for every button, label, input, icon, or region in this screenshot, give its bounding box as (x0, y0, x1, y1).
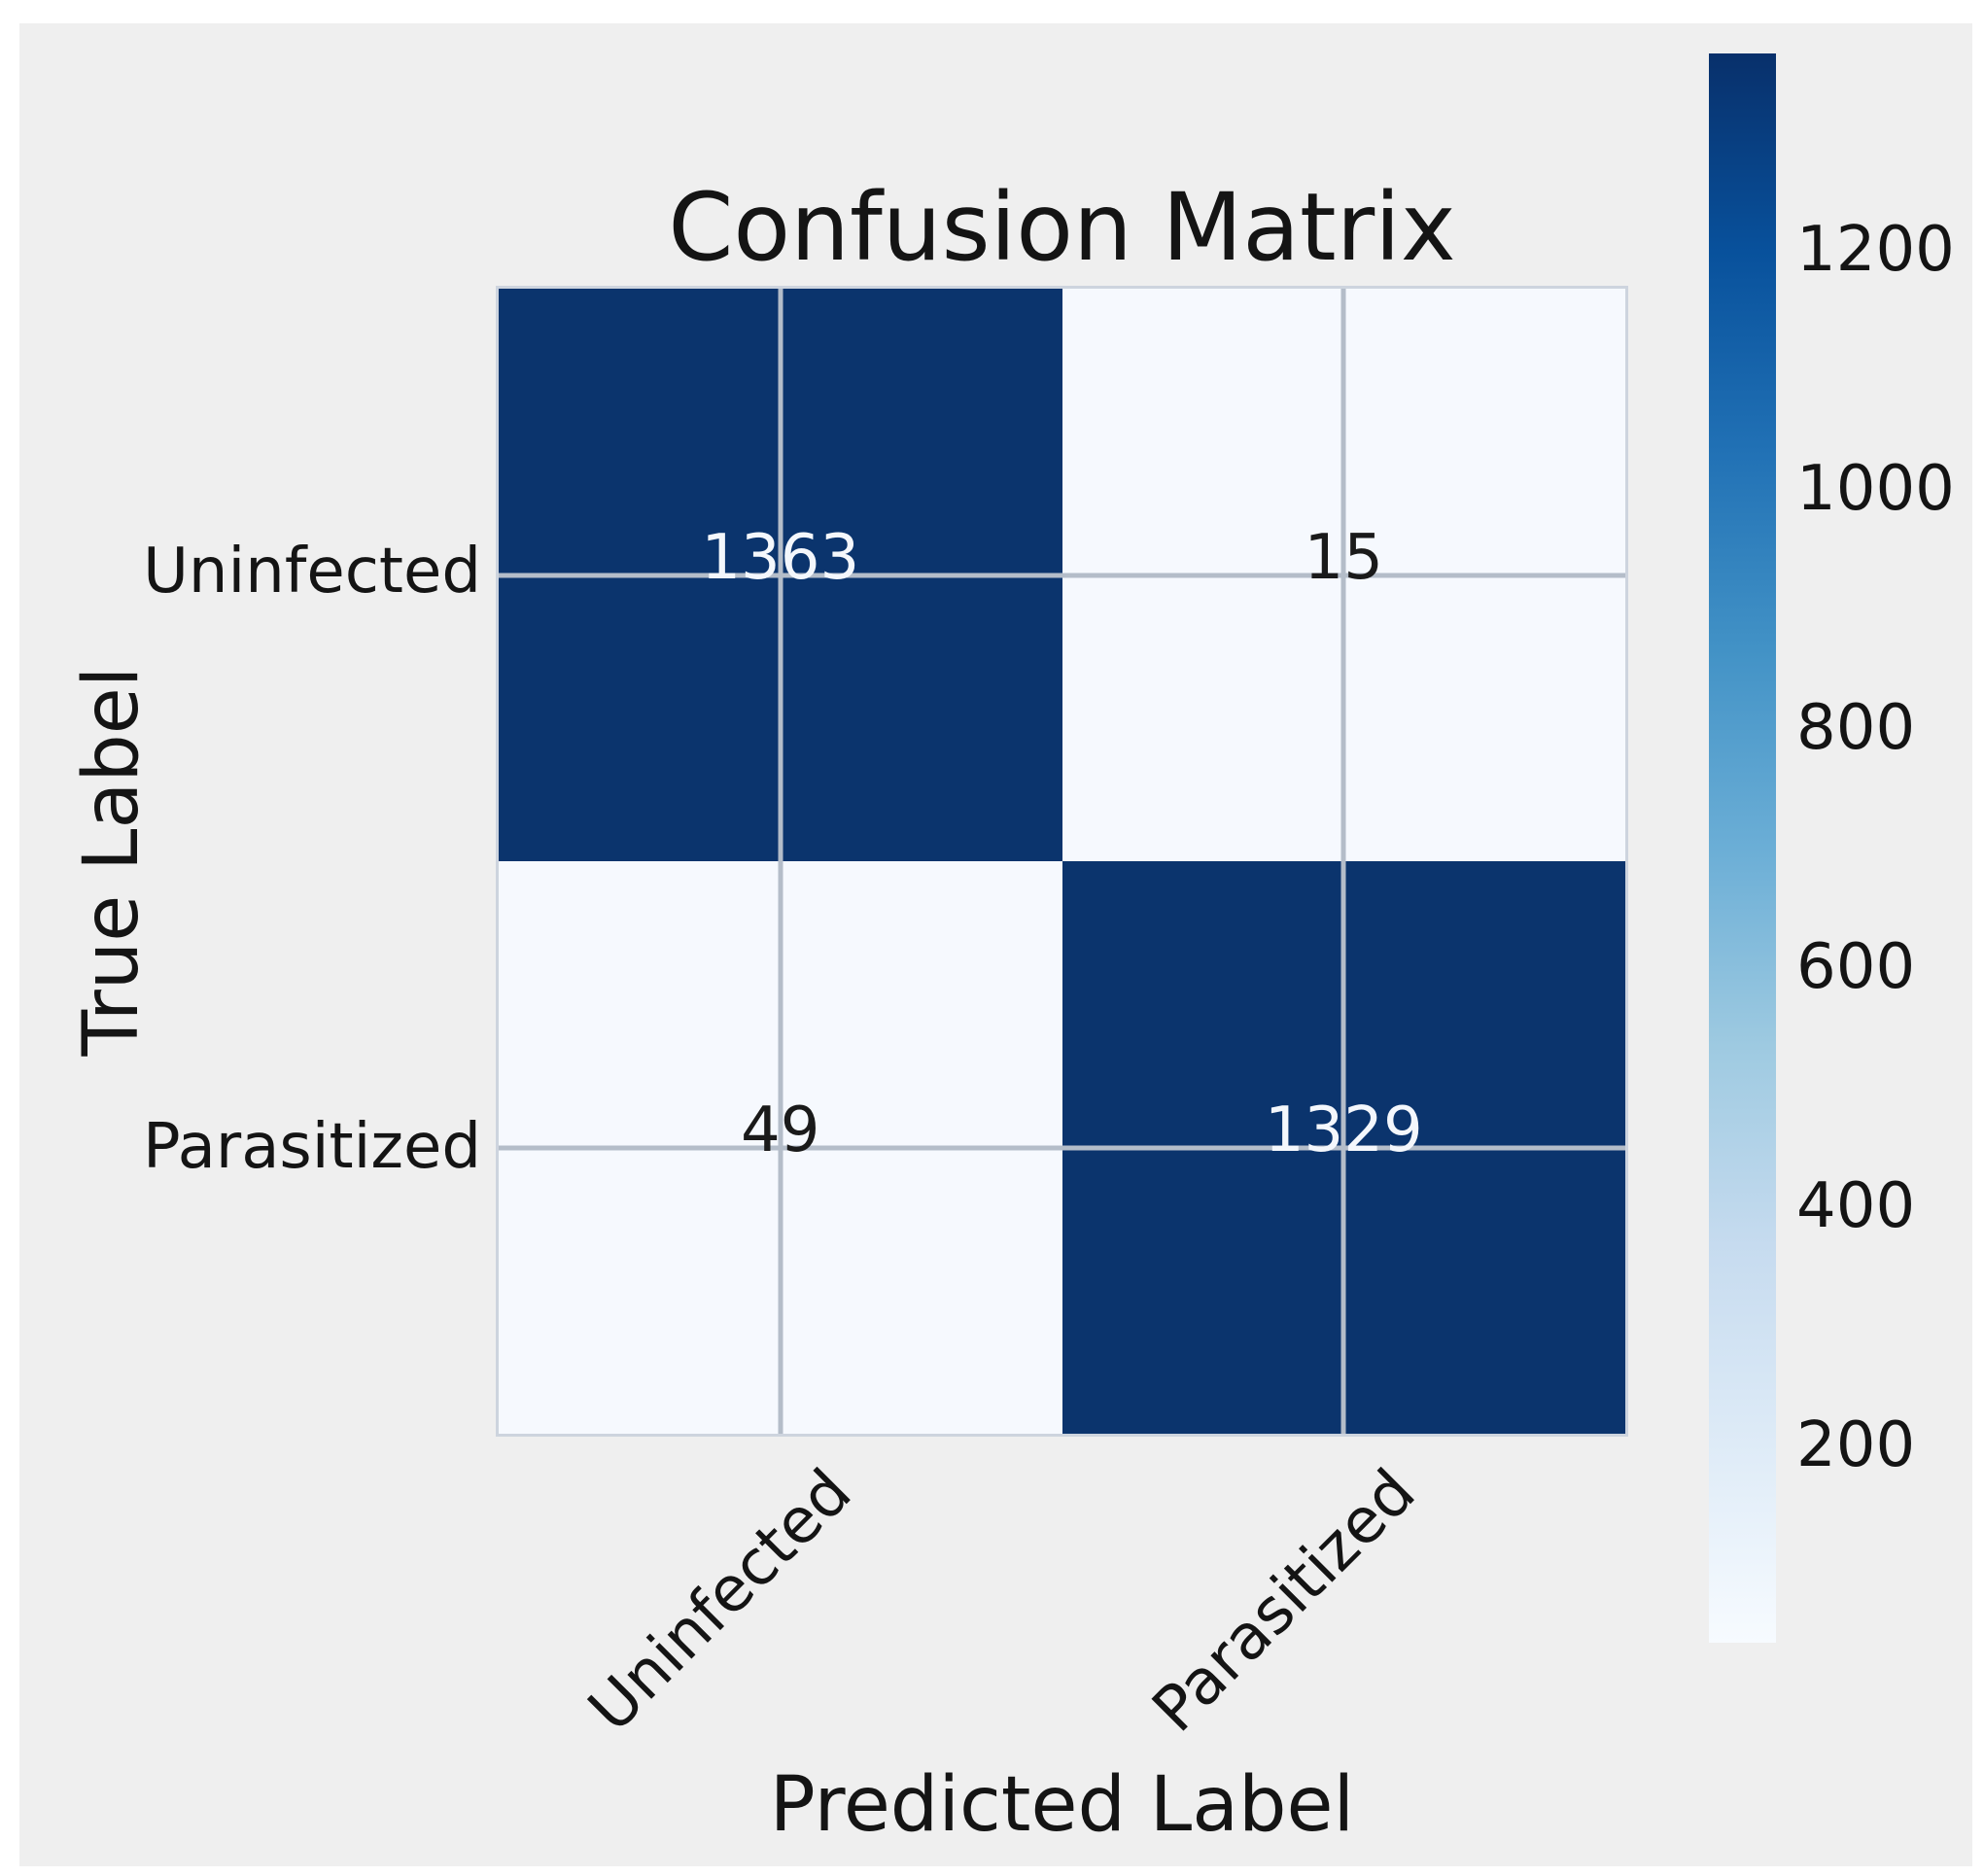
cell-value-true-negative: 1363 (701, 521, 860, 594)
colorbar-tick-600-label: 600 (1796, 931, 1916, 1003)
y-tick-parasitized-label: Parasitized (142, 1111, 481, 1183)
colorbar-tick-1000-label: 1000 (1796, 453, 1955, 525)
colorbar-tick-200: 200 (1796, 1409, 1915, 1517)
x-axis-title: Predicted Label (769, 1761, 1355, 1849)
colorbar-tick-1000: 1000 (1796, 453, 1955, 561)
colorbar-tick-400-label: 400 (1796, 1170, 1916, 1242)
heatmap: 1363 15 49 1329 (496, 286, 1628, 1437)
colorbar-tick-200-label: 200 (1796, 1409, 1916, 1481)
cell-value-false-negative: 49 (741, 1094, 820, 1166)
colorbar-tick-400: 400 (1796, 1170, 1915, 1278)
colorbar-tick-800-label: 800 (1796, 692, 1916, 764)
gridline-horizontal-2 (499, 1145, 1625, 1150)
cell-value-true-positive: 1329 (1264, 1094, 1423, 1166)
y-tick-parasitized: Parasitized (143, 1111, 819, 1219)
chart-title: Confusion Matrix (668, 173, 1456, 282)
cell-value-false-positive: 15 (1304, 521, 1383, 594)
y-tick-uninfected-label: Uninfected (143, 536, 481, 608)
colorbar-tick-800: 800 (1796, 692, 1915, 800)
gridline-vertical-1 (778, 289, 783, 1434)
gridline-horizontal-1 (499, 573, 1625, 577)
colorbar (1709, 53, 1776, 1643)
colorbar-tick-1200: 1200 (1796, 214, 1955, 322)
y-tick-uninfected: Uninfected (143, 536, 819, 643)
colorbar-tick-600: 600 (1796, 931, 1915, 1039)
colorbar-tick-1200-label: 1200 (1796, 214, 1955, 286)
y-axis-title-text: True Label (68, 666, 156, 1057)
gridline-vertical-2 (1340, 289, 1346, 1434)
